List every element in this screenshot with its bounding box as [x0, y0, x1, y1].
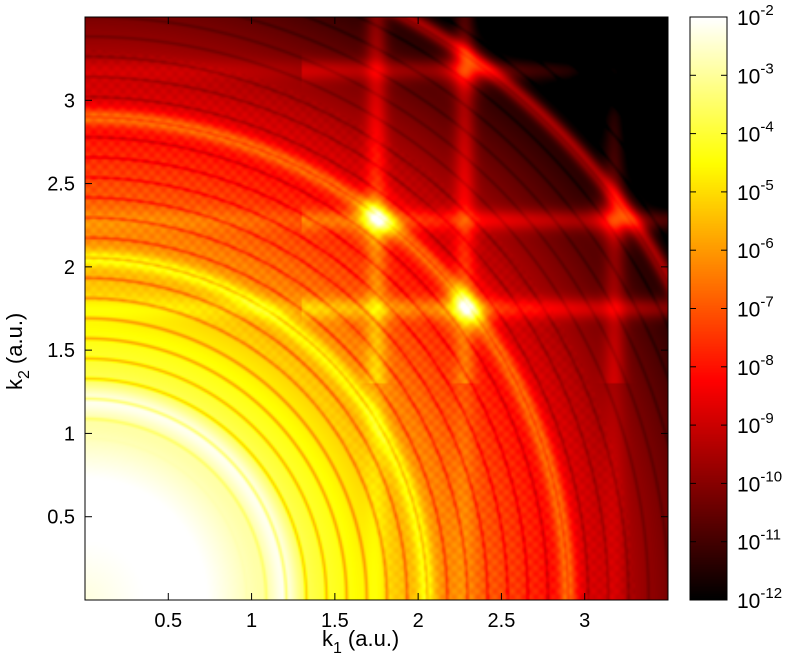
- x-tick-label: 2: [413, 610, 424, 632]
- y-tick-label: 0.5: [47, 507, 75, 529]
- colorbar-tick-label: 10-2: [737, 2, 774, 30]
- y-axis-ticks: 0.5 1 1.5 2 2.5 3: [47, 90, 668, 529]
- heatmap-image: [85, 17, 668, 600]
- colorbar-tick-label: 10-3: [737, 60, 774, 88]
- colorbar-tick-label: 10-12: [737, 585, 782, 613]
- y-axis-label-main: k: [2, 378, 27, 390]
- colorbar-tick-label: 10-8: [737, 352, 774, 380]
- y-tick-label: 3: [64, 90, 75, 112]
- colorbar-tick-label: 10-4: [737, 119, 774, 147]
- x-axis-label: k1 (a.u.): [322, 626, 399, 657]
- colorbar-tick-label: 10-9: [737, 410, 774, 438]
- y-tick-label: 2: [64, 257, 75, 279]
- colorbar-gradient: [690, 17, 727, 600]
- colorbar-tick-label: 10-10: [737, 468, 782, 496]
- x-tick-label: 2.5: [488, 610, 516, 632]
- y-axis-label: k2 (a.u.): [2, 313, 33, 390]
- x-axis-label-main: k: [322, 626, 334, 651]
- colorbar-tick-label: 10-11: [737, 527, 781, 555]
- x-tick-label: 1: [246, 610, 257, 632]
- plot-frame: [84, 16, 669, 601]
- heatmap-area: [85, 17, 668, 600]
- colorbar-tick-label: 10-6: [737, 235, 774, 263]
- y-axis-label-sub: 2: [16, 370, 33, 379]
- x-axis-label-sub: 1: [333, 640, 342, 657]
- y-tick-label: 1: [64, 423, 75, 445]
- y-tick-label: 2.5: [47, 174, 75, 196]
- colorbar-tick-label: 10-5: [737, 177, 774, 205]
- x-tick-label: 3: [579, 610, 590, 632]
- x-axis-ticks: 0.5 1 1.5 2 2.5 3: [154, 17, 590, 632]
- y-axis-label-units: (a.u.): [2, 313, 27, 364]
- colorbar-ticks: 10-12 10-11 10-10 10-9 10-8 10-7 10-6 10-5 10-4 1…: [690, 2, 782, 613]
- colorbar: 10-12 10-11 10-10 10-9 10-8 10-7 10-6 10-5 10-4 1…: [689, 2, 782, 613]
- x-axis-label-units: (a.u.): [348, 626, 399, 651]
- x-tick-label: 1.5: [321, 610, 349, 632]
- y-tick-label: 1.5: [47, 340, 75, 362]
- x-tick-label: 0.5: [154, 610, 182, 632]
- colorbar-tick-label: 10-7: [737, 294, 774, 322]
